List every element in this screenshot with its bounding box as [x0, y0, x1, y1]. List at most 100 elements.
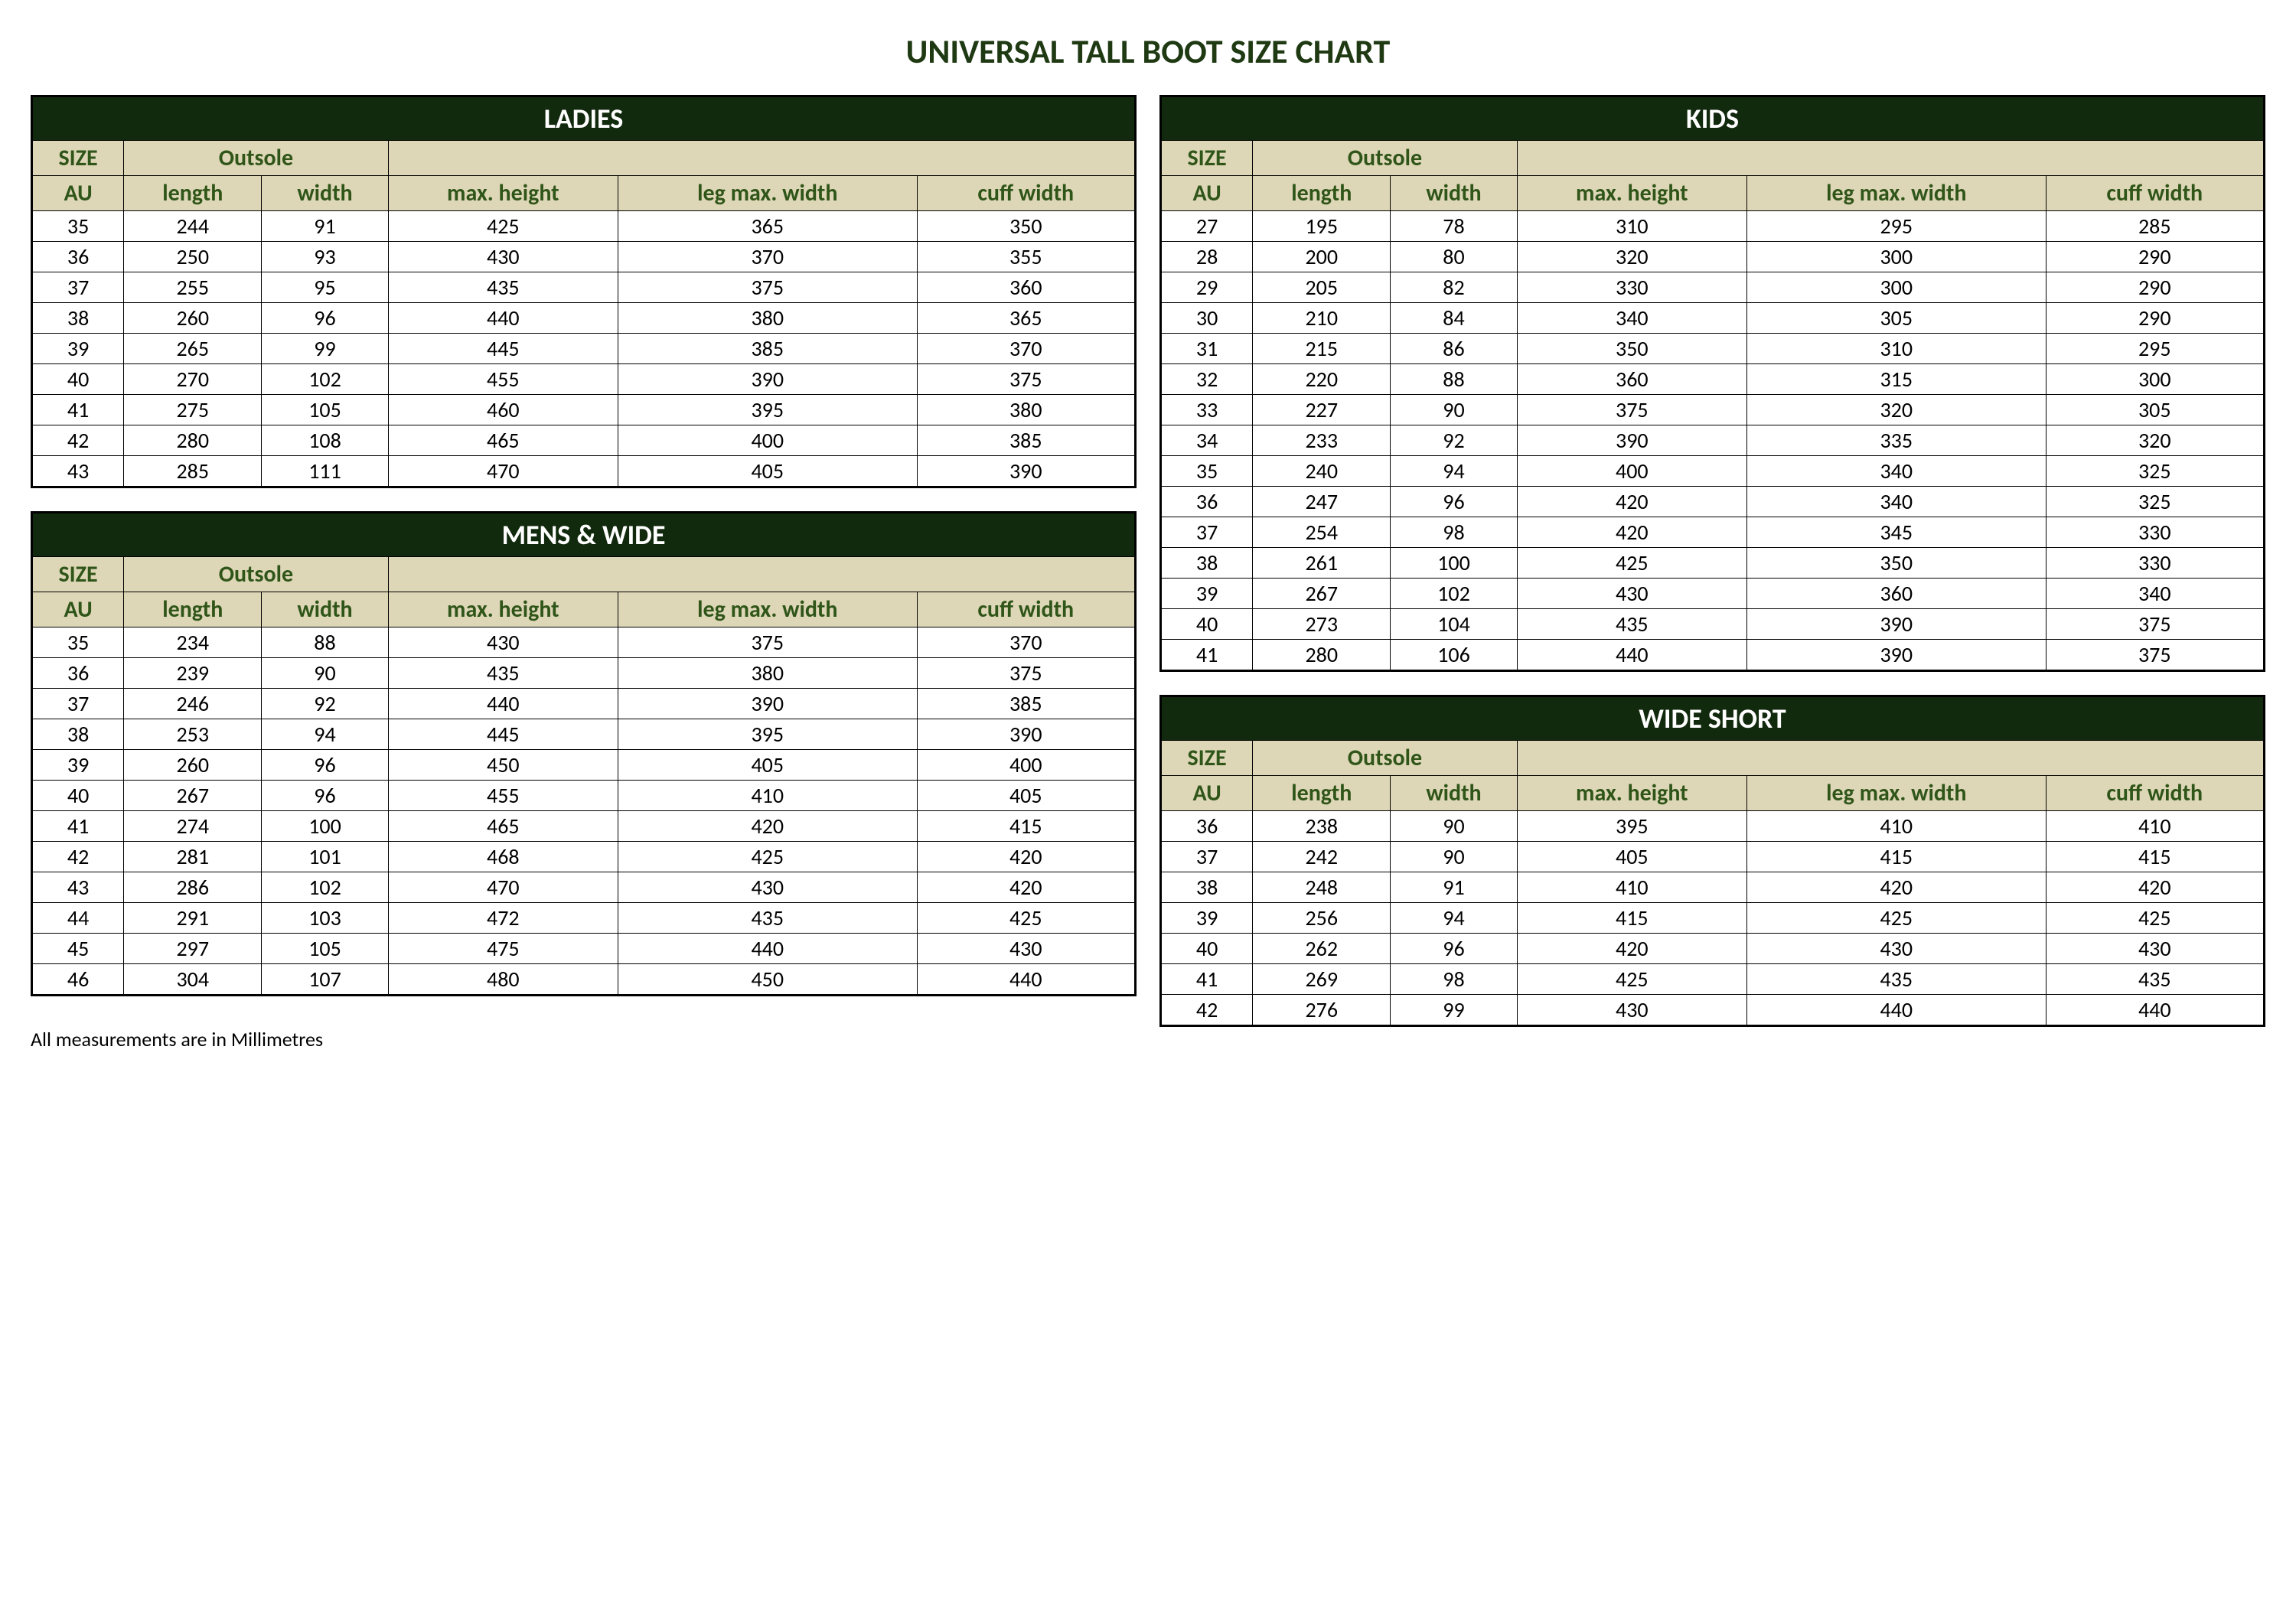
- footnote: All measurements are in Millimetres: [31, 1027, 1137, 1051]
- data-cell: 440: [618, 934, 918, 964]
- data-cell: 380: [618, 303, 918, 334]
- data-cell: 340: [1517, 303, 1746, 334]
- wideshort-table: WIDE SHORTSIZEOutsoleAUlengthwidthmax. h…: [1159, 695, 2265, 1027]
- data-cell: 262: [1253, 934, 1391, 964]
- data-cell: 267: [1253, 579, 1391, 609]
- data-cell: 430: [1747, 934, 2047, 964]
- data-cell: 90: [1391, 811, 1517, 842]
- header-leg-max-width: leg max. width: [618, 592, 918, 627]
- data-cell: 370: [917, 627, 1135, 658]
- data-cell: 98: [1391, 517, 1517, 548]
- data-cell: 91: [1391, 872, 1517, 903]
- table-row: 38261100425350330: [1161, 548, 2265, 579]
- table-row: 3724692440390385: [32, 689, 1136, 719]
- header-length: length: [124, 176, 262, 211]
- ladies-table-wrap: LADIESSIZEOutsoleAUlengthwidthmax. heigh…: [31, 95, 1137, 488]
- data-cell: 98: [1391, 964, 1517, 995]
- data-cell: 267: [124, 781, 262, 811]
- data-cell: 330: [1517, 272, 1746, 303]
- data-cell: 280: [124, 425, 262, 456]
- table-row: 3423392390335320: [1161, 425, 2265, 456]
- data-cell: 102: [1391, 579, 1517, 609]
- data-cell: 304: [124, 964, 262, 996]
- table-title: KIDS: [1161, 96, 2265, 141]
- data-cell: 41: [1161, 640, 1253, 671]
- data-cell: 234: [124, 627, 262, 658]
- header-blank: [1517, 141, 2264, 176]
- data-cell: 275: [124, 395, 262, 425]
- right-column: KIDSSIZEOutsoleAUlengthwidthmax. heightl…: [1159, 95, 2265, 1051]
- data-cell: 375: [917, 658, 1135, 689]
- data-cell: 36: [1161, 487, 1253, 517]
- data-cell: 38: [1161, 872, 1253, 903]
- data-cell: 320: [1747, 395, 2047, 425]
- data-cell: 390: [1517, 425, 1746, 456]
- data-cell: 440: [2046, 995, 2264, 1026]
- header-length: length: [1253, 776, 1391, 811]
- table-row: 43285111470405390: [32, 456, 1136, 487]
- data-cell: 390: [1747, 640, 2047, 671]
- data-cell: 425: [1517, 548, 1746, 579]
- data-cell: 300: [2046, 364, 2264, 395]
- data-cell: 472: [388, 903, 618, 934]
- data-cell: 375: [1517, 395, 1746, 425]
- data-cell: 405: [917, 781, 1135, 811]
- data-cell: 290: [2046, 242, 2264, 272]
- data-cell: 32: [1161, 364, 1253, 395]
- data-cell: 42: [32, 425, 124, 456]
- data-cell: 405: [618, 750, 918, 781]
- data-cell: 470: [388, 456, 618, 487]
- data-cell: 340: [1747, 487, 2047, 517]
- table-row: 3724290405415415: [1161, 842, 2265, 872]
- header-max-height: max. height: [1517, 776, 1746, 811]
- data-cell: 410: [2046, 811, 2264, 842]
- data-cell: 340: [2046, 579, 2264, 609]
- data-cell: 273: [1253, 609, 1391, 640]
- data-cell: 227: [1253, 395, 1391, 425]
- data-cell: 420: [1747, 872, 2047, 903]
- data-cell: 480: [388, 964, 618, 996]
- data-cell: 242: [1253, 842, 1391, 872]
- data-cell: 468: [388, 842, 618, 872]
- table-title: LADIES: [32, 96, 1136, 141]
- table-row: 43286102470430420: [32, 872, 1136, 903]
- header-au: AU: [32, 176, 124, 211]
- data-cell: 435: [2046, 964, 2264, 995]
- data-cell: 390: [917, 456, 1135, 487]
- data-cell: 395: [618, 395, 918, 425]
- data-cell: 320: [2046, 425, 2264, 456]
- mens-table-wrap: MENS & WIDESIZEOutsoleAUlengthwidthmax. …: [31, 511, 1137, 996]
- table-row: 3222088360315300: [1161, 364, 2265, 395]
- data-cell: 238: [1253, 811, 1391, 842]
- header-width: width: [1391, 176, 1517, 211]
- data-cell: 40: [32, 781, 124, 811]
- data-cell: 285: [124, 456, 262, 487]
- header-length: length: [1253, 176, 1391, 211]
- data-cell: 103: [262, 903, 388, 934]
- data-cell: 39: [1161, 579, 1253, 609]
- data-cell: 300: [1747, 272, 2047, 303]
- data-cell: 39: [32, 750, 124, 781]
- data-cell: 41: [32, 395, 124, 425]
- data-cell: 410: [618, 781, 918, 811]
- data-cell: 290: [2046, 303, 2264, 334]
- data-cell: 37: [32, 272, 124, 303]
- data-cell: 420: [1517, 517, 1746, 548]
- data-cell: 44: [32, 903, 124, 934]
- data-cell: 215: [1253, 334, 1391, 364]
- table-row: 3524094400340325: [1161, 456, 2265, 487]
- header-max-height: max. height: [388, 592, 618, 627]
- data-cell: 92: [1391, 425, 1517, 456]
- data-cell: 260: [124, 750, 262, 781]
- data-cell: 96: [1391, 934, 1517, 964]
- header-outsole: Outsole: [1253, 741, 1517, 776]
- ladies-table: LADIESSIZEOutsoleAUlengthwidthmax. heigh…: [31, 95, 1137, 488]
- data-cell: 435: [618, 903, 918, 934]
- data-cell: 445: [388, 334, 618, 364]
- data-cell: 80: [1391, 242, 1517, 272]
- data-cell: 380: [618, 658, 918, 689]
- data-cell: 325: [2046, 487, 2264, 517]
- data-cell: 244: [124, 211, 262, 242]
- data-cell: 420: [1517, 934, 1746, 964]
- data-cell: 111: [262, 456, 388, 487]
